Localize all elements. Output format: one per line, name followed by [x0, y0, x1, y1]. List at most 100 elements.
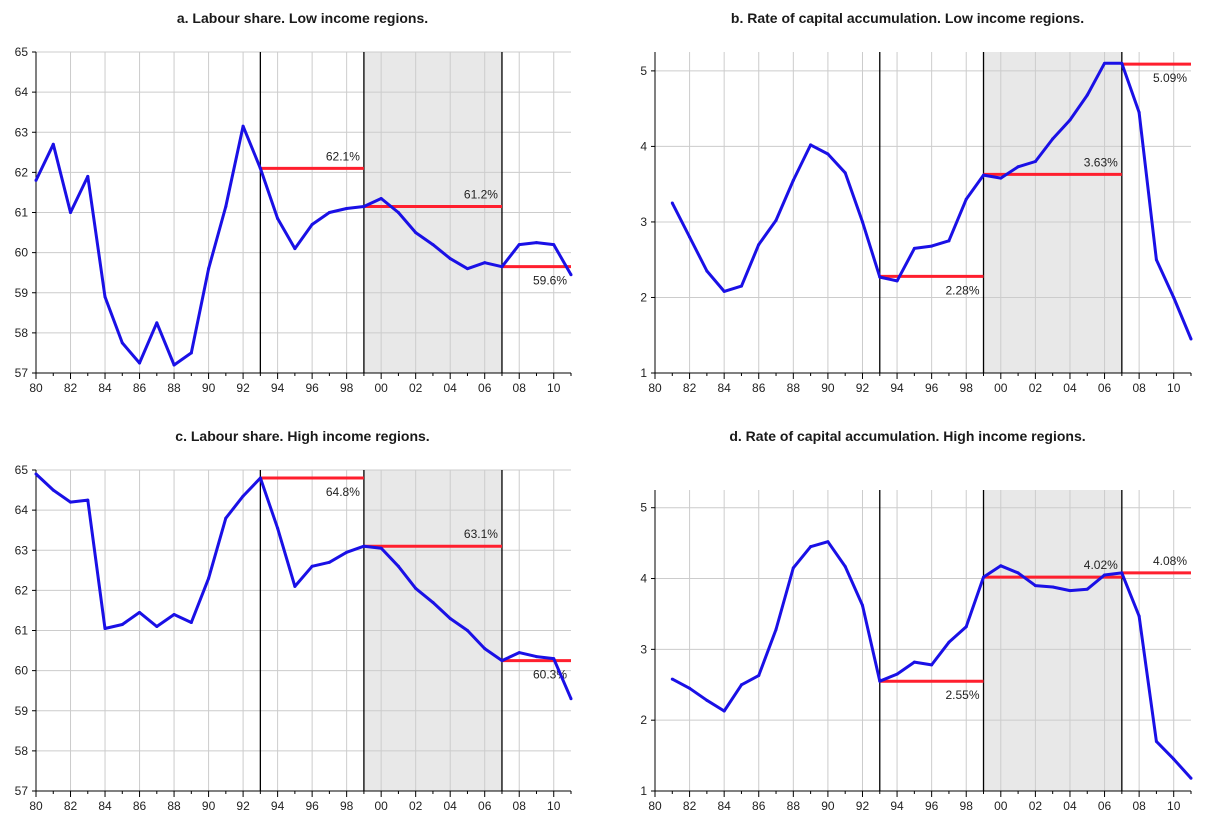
x-tick-label: 82	[64, 381, 78, 395]
x-tick-label: 10	[547, 381, 561, 395]
y-tick-label: 58	[15, 326, 29, 340]
x-tick-label: 94	[271, 381, 285, 395]
data-point	[51, 488, 55, 492]
data-point	[569, 697, 573, 701]
data-point	[739, 683, 743, 687]
x-tick-label: 92	[236, 381, 250, 395]
data-point	[895, 672, 899, 676]
x-tick-label: 10	[547, 799, 561, 813]
data-point	[465, 629, 469, 632]
x-tick-label: 82	[683, 381, 697, 395]
data-point	[930, 244, 934, 248]
y-tick-label: 60	[15, 246, 29, 260]
data-point	[860, 603, 864, 607]
data-point	[860, 220, 864, 224]
y-tick-label: 1	[640, 366, 647, 380]
data-point	[999, 176, 1003, 180]
x-tick-label: 92	[236, 799, 250, 813]
data-point	[138, 610, 142, 614]
data-point	[293, 247, 297, 251]
mean-value-label: 4.08%	[1153, 554, 1187, 568]
data-point	[930, 663, 934, 667]
data-point	[1085, 93, 1089, 97]
x-tick-label: 80	[648, 381, 662, 395]
data-point	[379, 196, 383, 200]
chart-panel-b: b. Rate of capital accumulation. Low inc…	[605, 0, 1210, 418]
shaded-region	[983, 490, 1122, 791]
y-tick-label: 59	[15, 286, 29, 300]
x-tick-label: 84	[717, 799, 731, 813]
x-tick-label: 02	[409, 381, 423, 395]
x-tick-label: 10	[1167, 381, 1181, 395]
data-point	[670, 677, 674, 681]
x-tick-label: 00	[994, 381, 1008, 395]
x-tick-label: 92	[856, 381, 870, 395]
chart-panel-a: a. Labour share. Low income regions. 57 5…	[0, 0, 605, 418]
data-point	[517, 243, 521, 247]
data-point	[172, 363, 176, 367]
data-point	[241, 494, 245, 498]
data-point	[120, 341, 124, 345]
data-point	[414, 231, 418, 235]
x-tick-label: 04	[444, 799, 458, 813]
x-tick-label: 98	[340, 381, 354, 395]
x-tick-label: 08	[1132, 381, 1146, 395]
data-point	[1137, 614, 1141, 618]
x-tick-label: 96	[925, 381, 939, 395]
data-point	[362, 204, 366, 208]
x-tick-label: 90	[202, 799, 216, 813]
chart-panel-c: c. Labour share. High income regions. 57…	[0, 418, 605, 836]
series-line	[34, 124, 573, 367]
x-tick-label: 08	[513, 381, 527, 395]
x-tick-label: 06	[478, 799, 492, 813]
x-tick-label: 98	[960, 799, 974, 813]
data-point	[1154, 258, 1158, 262]
data-point	[1154, 739, 1158, 743]
x-tick-label: 90	[821, 799, 835, 813]
x-tick-label: 94	[890, 381, 904, 395]
data-point	[826, 152, 830, 156]
data-point	[1172, 757, 1176, 761]
mean-value-label: 2.55%	[945, 688, 979, 702]
mean-value-label: 63.1%	[464, 527, 498, 541]
y-tick-label: 5	[640, 64, 647, 78]
data-point	[276, 526, 280, 530]
data-point	[809, 545, 813, 549]
line-chart: 1 2 3 4 5 80 82 84 86 88 90 92 94 96 98 00 02 04 06 08 10 2.5…	[640, 490, 1193, 813]
data-point	[138, 361, 142, 365]
data-point	[843, 564, 847, 568]
data-point	[155, 321, 159, 325]
data-point	[964, 625, 968, 629]
data-point	[258, 476, 262, 480]
x-tick-label: 88	[787, 799, 801, 813]
data-point	[722, 709, 726, 713]
data-point	[103, 295, 107, 299]
data-point	[843, 171, 847, 175]
data-point	[448, 257, 452, 261]
data-point	[500, 265, 504, 269]
x-tick-label: 08	[1132, 799, 1146, 813]
x-tick-label: 96	[925, 799, 939, 813]
y-tick-label: 65	[15, 463, 29, 477]
data-point	[791, 566, 795, 570]
data-point	[517, 651, 521, 655]
data-point	[276, 217, 280, 221]
x-tick-label: 86	[133, 381, 147, 395]
data-point	[86, 498, 90, 502]
data-point	[465, 267, 469, 271]
data-point	[1051, 137, 1055, 141]
data-point	[774, 218, 778, 222]
chart-title: a. Labour share. Low income regions.	[176, 10, 429, 26]
data-point	[670, 201, 674, 205]
data-point	[912, 246, 916, 250]
data-point	[1085, 587, 1089, 591]
data-point	[982, 173, 986, 177]
x-tick-label: 06	[1098, 381, 1112, 395]
data-point	[878, 275, 882, 279]
data-point	[327, 211, 331, 214]
data-point	[1189, 337, 1193, 341]
data-point	[362, 544, 366, 548]
x-tick-label: 80	[29, 381, 43, 395]
data-point	[1103, 61, 1107, 65]
data-point	[552, 657, 556, 661]
